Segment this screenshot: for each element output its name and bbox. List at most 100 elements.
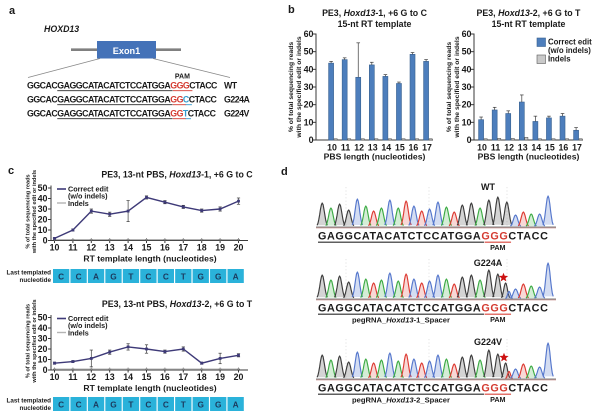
- svg-text:15-nt RT template: 15-nt RT template: [492, 19, 566, 29]
- svg-text:0: 0: [309, 135, 314, 145]
- svg-text:13: 13: [105, 243, 115, 253]
- svg-text:11: 11: [491, 143, 500, 153]
- svg-text:50: 50: [38, 313, 48, 323]
- svg-text:GAGGCATACATCTCCATGGAGGGCTACC: GAGGCATACATCTCCATGGAGGGCTACC: [318, 230, 549, 242]
- svg-text:PBS length (nucleotides): PBS length (nucleotides): [324, 152, 426, 162]
- svg-text:A: A: [93, 399, 99, 409]
- svg-text:G: G: [215, 271, 221, 281]
- svg-text:0: 0: [43, 236, 48, 246]
- svg-text:12: 12: [504, 143, 514, 153]
- svg-text:15: 15: [142, 372, 152, 382]
- svg-text:60: 60: [304, 29, 314, 39]
- svg-text:50: 50: [462, 47, 472, 57]
- svg-text:RT template length (nucleotide: RT template length (nucleotides): [83, 383, 216, 393]
- svg-text:12: 12: [86, 372, 96, 382]
- svg-text:C: C: [163, 399, 169, 409]
- svg-text:30: 30: [38, 204, 48, 214]
- svg-text:G: G: [198, 399, 204, 409]
- svg-text:15: 15: [545, 143, 555, 153]
- svg-text:with the specified edit or ind: with the specified edit or indels: [32, 299, 38, 383]
- svg-text:PAM: PAM: [490, 395, 505, 404]
- svg-text:12: 12: [86, 243, 96, 253]
- svg-text:50: 50: [38, 183, 48, 193]
- svg-text:16: 16: [160, 243, 170, 253]
- svg-text:G: G: [198, 271, 204, 281]
- svg-text:10: 10: [477, 143, 487, 153]
- svg-text:G: G: [215, 399, 221, 409]
- svg-text:15-nt RT template: 15-nt RT template: [338, 19, 412, 29]
- svg-text:G224V: G224V: [224, 109, 250, 119]
- svg-text:RT template length (nucleotide: RT template length (nucleotides): [83, 254, 216, 264]
- svg-text:Indels: Indels: [68, 199, 89, 208]
- svg-text:13: 13: [105, 372, 115, 382]
- svg-text:10: 10: [38, 225, 48, 235]
- svg-text:16: 16: [160, 372, 170, 382]
- svg-text:GGCACGAGGCATACATCTCCATGGAGGTCT: GGCACGAGGCATACATCTCCATGGAGGTCTACC: [27, 109, 217, 119]
- svg-text:PE3, 13-nt PBS, Hoxd13-2, +6 G: PE3, 13-nt PBS, Hoxd13-2, +6 G to T: [102, 299, 253, 309]
- svg-text:GGCACGAGGCATACATCTCCATGGAGGCCT: GGCACGAGGCATACATCTCCATGGAGGCCTACC: [27, 95, 218, 105]
- svg-text:40: 40: [38, 323, 48, 333]
- svg-text:0: 0: [43, 365, 48, 375]
- svg-text:nucleotide: nucleotide: [20, 405, 52, 412]
- svg-text:with the specified edit or ind: with the specified edit or indels: [296, 36, 303, 138]
- svg-text:A: A: [93, 271, 99, 281]
- svg-text:14: 14: [123, 243, 133, 253]
- svg-text:A: A: [233, 271, 239, 281]
- svg-text:WT: WT: [481, 182, 495, 192]
- svg-text:17: 17: [178, 243, 188, 253]
- svg-text:GAGGCATACATCTCCATGGAGGGCTACC: GAGGCATACATCTCCATGGAGGGCTACC: [318, 302, 549, 314]
- svg-text:30: 30: [38, 334, 48, 344]
- svg-text:10: 10: [462, 117, 472, 127]
- svg-text:T: T: [181, 271, 186, 281]
- svg-text:% of total sequencing reads: % of total sequencing reads: [446, 42, 453, 132]
- svg-text:17: 17: [178, 372, 188, 382]
- svg-text:16: 16: [409, 143, 419, 153]
- svg-text:40: 40: [304, 64, 314, 74]
- svg-text:12: 12: [354, 143, 364, 153]
- svg-text:Last templated: Last templated: [7, 269, 52, 276]
- svg-text:Indels: Indels: [548, 55, 571, 64]
- svg-text:18: 18: [197, 243, 207, 253]
- svg-text:T: T: [128, 399, 133, 409]
- svg-text:10: 10: [50, 243, 60, 253]
- svg-text:C: C: [145, 399, 151, 409]
- svg-text:with the specified edit or ind: with the specified edit or indels: [454, 36, 461, 138]
- svg-text:with the specified edit or ind: with the specified edit or indels: [32, 170, 38, 254]
- svg-text:19: 19: [215, 243, 225, 253]
- svg-text:PAM: PAM: [175, 74, 190, 81]
- svg-text:PAM: PAM: [490, 315, 505, 324]
- svg-text:11: 11: [68, 243, 77, 253]
- svg-text:(w/o indels): (w/o indels): [68, 321, 108, 330]
- svg-text:10: 10: [38, 355, 48, 365]
- svg-text:% of total sequencing reads: % of total sequencing reads: [26, 174, 32, 248]
- svg-text:nucleotide: nucleotide: [20, 277, 52, 284]
- svg-text:15: 15: [142, 243, 152, 253]
- svg-text:0: 0: [467, 135, 472, 145]
- svg-text:40: 40: [462, 64, 472, 74]
- svg-text:14: 14: [123, 372, 133, 382]
- svg-text:a: a: [9, 5, 16, 17]
- svg-text:A: A: [233, 399, 239, 409]
- svg-text:Correct edit: Correct edit: [68, 314, 109, 323]
- svg-text:C: C: [145, 271, 151, 281]
- svg-text:C: C: [58, 399, 64, 409]
- svg-text:17: 17: [572, 143, 582, 153]
- svg-text:(w/o indels): (w/o indels): [68, 192, 108, 201]
- svg-text:PE3, Hoxd13-2, +6 G to T: PE3, Hoxd13-2, +6 G to T: [477, 8, 582, 18]
- svg-text:20: 20: [234, 372, 244, 382]
- svg-text:PAM: PAM: [490, 243, 505, 252]
- svg-text:17: 17: [422, 143, 432, 153]
- svg-text:14: 14: [531, 143, 541, 153]
- svg-text:c: c: [8, 165, 14, 177]
- svg-text:% of total sequencing reads: % of total sequencing reads: [288, 42, 295, 132]
- svg-text:14: 14: [381, 143, 391, 153]
- svg-text:T: T: [128, 271, 133, 281]
- svg-text:pegRNA_Hoxd13-1_Spacer: pegRNA_Hoxd13-1_Spacer: [352, 316, 450, 325]
- svg-text:GGCACGAGGCATACATCTCCATGGAGGGCT: GGCACGAGGCATACATCTCCATGGAGGGCTACC: [27, 81, 218, 91]
- svg-text:Last templated: Last templated: [7, 397, 52, 404]
- svg-text:G224V: G224V: [474, 337, 502, 347]
- svg-text:10: 10: [50, 372, 60, 382]
- svg-text:11: 11: [68, 372, 77, 382]
- svg-text:Correct edit: Correct edit: [548, 38, 592, 47]
- svg-text:11: 11: [341, 143, 350, 153]
